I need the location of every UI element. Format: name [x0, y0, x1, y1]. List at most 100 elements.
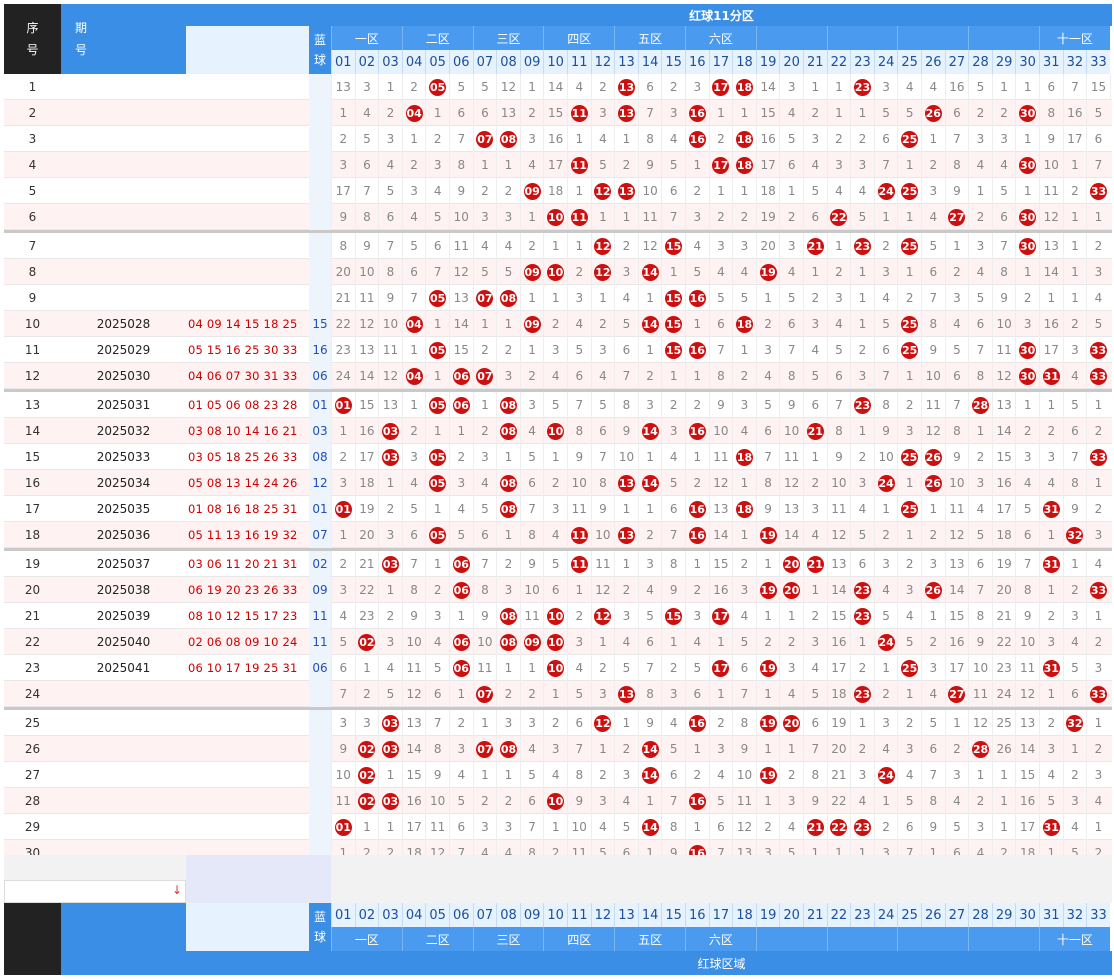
red-ball-hit: 23: [853, 237, 871, 255]
row-red-numbers: 02 06 08 09 10 24: [188, 635, 298, 649]
trend-cell: 5: [779, 126, 803, 152]
trend-cell: 3: [331, 470, 355, 496]
trend-cell: 7: [991, 233, 1016, 259]
trend-cell: 11: [590, 551, 615, 577]
trend-cell: 4: [897, 74, 921, 100]
trend-cell: 8: [614, 392, 638, 418]
red-ball-hit: 19: [759, 526, 777, 544]
trend-cell: 2: [1015, 285, 1039, 311]
trend-cell: 4: [779, 814, 803, 840]
trend-cell: 1: [1062, 285, 1087, 311]
zone-header: [755, 26, 827, 50]
trend-cell: 13: [614, 470, 638, 496]
trend-cell: 23: [850, 233, 874, 259]
trend-cell: 1: [897, 363, 921, 389]
trend-cell: 1: [755, 603, 780, 629]
trend-cell: 26: [921, 577, 945, 603]
trend-cell: 1: [590, 285, 615, 311]
trend-cell: 5: [803, 363, 827, 389]
blank-input[interactable]: [4, 880, 186, 903]
red-ball-hit: 18: [735, 448, 753, 466]
trend-cell: 10: [519, 577, 544, 603]
trend-cell: 7: [614, 363, 638, 389]
red-ball-hit: 31: [1042, 555, 1060, 573]
trend-cell: 10: [543, 788, 567, 814]
red-ball-hit: 01: [334, 396, 352, 414]
trend-cell: 6: [543, 577, 567, 603]
trend-cell: 28: [968, 736, 992, 762]
trend-cell: 04: [401, 100, 426, 126]
red-ball-hit: 28: [971, 740, 989, 758]
trend-cell: 17: [708, 152, 733, 178]
trend-cell: 21: [354, 551, 379, 577]
trend-cell: 3: [425, 603, 449, 629]
trend-cell: 9: [661, 840, 685, 866]
trend-cell: 3: [850, 470, 874, 496]
trend-cell: 5: [944, 337, 969, 363]
row-red-numbers: 05 15 16 25 30 33: [188, 343, 298, 357]
trend-cell: 2: [378, 840, 402, 866]
row-blue-number: 06: [309, 655, 331, 681]
number-header: 13: [614, 50, 638, 74]
trend-cell: 4: [1086, 551, 1110, 577]
number-header: 14: [637, 903, 662, 927]
trend-cell: 3: [850, 762, 874, 788]
red-ball-hit: 30: [1019, 367, 1037, 385]
trend-cell: 2: [873, 522, 898, 548]
trend-cell: 06: [449, 577, 473, 603]
trend-cell: 1: [378, 577, 402, 603]
trend-cell: 3: [991, 126, 1016, 152]
trend-cell: 5: [331, 629, 355, 655]
row-blue-number: [309, 285, 331, 311]
trend-cell: 2: [1086, 418, 1110, 444]
trend-cell: 2: [685, 577, 709, 603]
trend-cell: 6: [1062, 681, 1087, 707]
trend-cell: 6: [826, 363, 851, 389]
trend-cell: 14: [637, 814, 662, 840]
row-index: 5: [28, 184, 37, 198]
row-blue-number: [309, 762, 331, 788]
trend-cell: 4: [873, 736, 898, 762]
trend-cell: 7: [425, 710, 449, 736]
number-header: 19: [755, 903, 780, 927]
trend-cell: 6: [519, 788, 544, 814]
trend-cell: 9: [519, 551, 544, 577]
trend-cell: 1: [779, 178, 803, 204]
trend-cell: 11: [991, 337, 1016, 363]
trend-cell: 1: [401, 337, 426, 363]
trend-cell: 8: [1015, 577, 1039, 603]
row-blue-number: 11: [309, 603, 331, 629]
trend-cell: 3: [496, 814, 520, 840]
trend-cell: 8: [921, 788, 945, 814]
red-ball-hit: 15: [665, 341, 683, 359]
down-arrow-icon[interactable]: ↓: [172, 883, 183, 897]
trend-cell: 06: [449, 655, 473, 681]
trend-cell: 3: [378, 126, 402, 152]
trend-cell: 1: [755, 788, 780, 814]
trend-cell: 1: [1086, 204, 1110, 230]
trend-cell: 1: [803, 444, 827, 470]
number-header: 23: [850, 903, 874, 927]
trend-cell: 1: [331, 840, 355, 866]
trend-cell: 23: [850, 681, 874, 707]
trend-cell: 22: [826, 788, 851, 814]
trend-cell: 7: [519, 814, 544, 840]
trend-cell: 5: [685, 259, 709, 285]
trend-cell: 4: [803, 655, 827, 681]
trend-cell: 08: [496, 392, 520, 418]
red-ball-hit: 13: [617, 474, 635, 492]
trend-cell: 03: [378, 444, 402, 470]
row-index: 19: [24, 557, 41, 571]
number-header: 07: [472, 50, 497, 74]
table-row: 9 21 11 9 7 05 13 07 08 1 1 3 1 4 1 15 16 5 5 1 5 2 3 1 4 2 7 3 5 9 2 1…: [4, 285, 1112, 311]
trend-cell: 2: [378, 100, 402, 126]
trend-cell: 20: [331, 259, 355, 285]
red-ball-hit: 09: [523, 182, 541, 200]
row-blue-number: [309, 710, 331, 736]
trend-cell: 33: [1086, 681, 1110, 707]
trend-cell: 4: [378, 152, 402, 178]
red-ball-hit: 21: [806, 422, 824, 440]
trend-cell: 8: [661, 551, 685, 577]
trend-cell: 9: [331, 204, 355, 230]
trend-cell: 8: [732, 710, 756, 736]
